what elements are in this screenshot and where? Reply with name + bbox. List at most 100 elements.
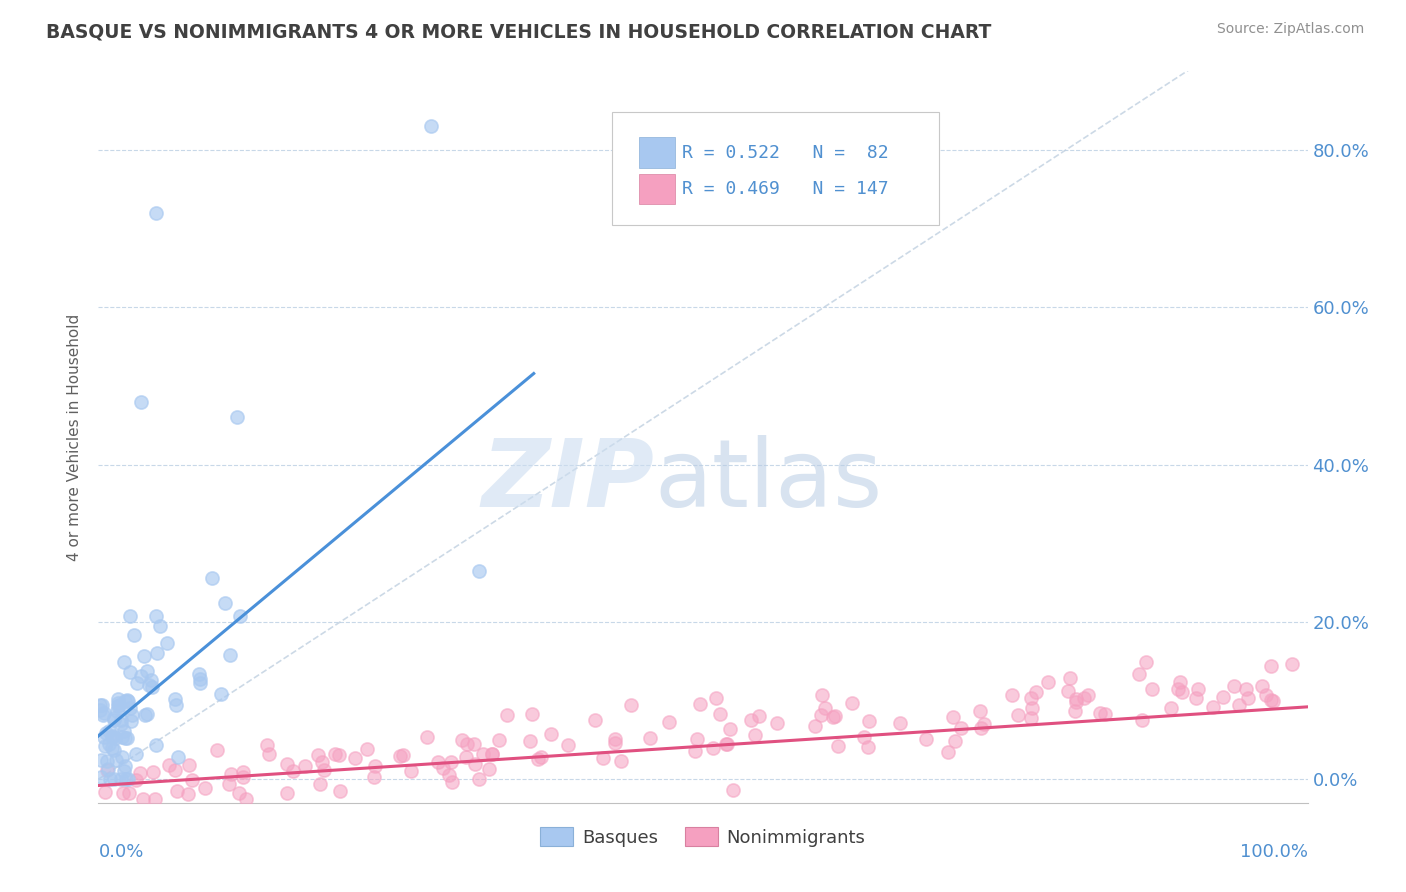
Text: atlas: atlas xyxy=(655,435,883,527)
Point xyxy=(118,665,141,679)
Point xyxy=(519,734,541,748)
Point xyxy=(858,714,880,728)
Point xyxy=(1019,711,1042,725)
Point xyxy=(103,772,125,787)
Point xyxy=(165,763,187,777)
Text: 0.0%: 0.0% xyxy=(98,843,143,861)
Point xyxy=(401,764,423,779)
Point xyxy=(803,719,825,733)
Point xyxy=(1076,688,1098,702)
Point xyxy=(177,758,200,772)
Point xyxy=(103,713,125,727)
Point xyxy=(467,772,489,787)
Point xyxy=(142,764,165,779)
Point xyxy=(121,707,143,722)
Point xyxy=(969,721,991,735)
FancyBboxPatch shape xyxy=(613,112,939,225)
Point xyxy=(214,596,236,610)
Point xyxy=(276,786,298,800)
Point xyxy=(1140,681,1163,696)
Point xyxy=(117,693,139,707)
Point xyxy=(118,786,141,800)
Point xyxy=(1128,667,1150,681)
Point xyxy=(94,726,117,740)
Point xyxy=(232,764,254,779)
Point xyxy=(1234,681,1257,696)
Point xyxy=(620,698,643,713)
Point xyxy=(89,703,111,717)
Point xyxy=(415,730,437,744)
Point xyxy=(658,714,681,729)
Point xyxy=(103,742,125,756)
Point xyxy=(125,772,148,787)
Point xyxy=(256,738,278,752)
Point xyxy=(1187,682,1209,697)
Point xyxy=(110,772,132,787)
Point xyxy=(91,708,114,723)
Point xyxy=(811,688,834,702)
Point xyxy=(1130,713,1153,727)
Point xyxy=(1212,690,1234,704)
Point xyxy=(1263,694,1285,708)
Text: ZIP: ZIP xyxy=(482,435,655,527)
Point xyxy=(1090,706,1112,720)
Point xyxy=(111,730,134,744)
Point xyxy=(167,749,190,764)
Point xyxy=(720,723,742,737)
Point xyxy=(97,762,120,776)
Point xyxy=(325,747,347,761)
Point xyxy=(110,717,132,731)
Point xyxy=(689,697,711,711)
Point xyxy=(145,608,167,623)
FancyBboxPatch shape xyxy=(638,174,675,204)
Point xyxy=(132,792,155,806)
Point xyxy=(257,747,280,761)
Point xyxy=(1227,698,1250,712)
Point xyxy=(96,754,118,768)
Point xyxy=(471,747,494,762)
Y-axis label: 4 or more Vehicles in Household: 4 or more Vehicles in Household xyxy=(67,313,83,561)
Point xyxy=(481,747,503,761)
Point xyxy=(180,772,202,787)
Point xyxy=(90,698,112,713)
Point xyxy=(112,723,135,738)
Point xyxy=(495,707,517,722)
Point xyxy=(1254,688,1277,702)
Point xyxy=(1260,693,1282,707)
Point xyxy=(221,767,243,781)
Point xyxy=(118,608,141,623)
Point xyxy=(856,740,879,755)
Point xyxy=(114,694,136,708)
Point xyxy=(744,728,766,742)
Point xyxy=(145,738,167,752)
Point xyxy=(1160,701,1182,715)
Point xyxy=(603,736,626,750)
Point xyxy=(748,709,770,723)
Point xyxy=(309,777,332,791)
Point xyxy=(1170,674,1192,689)
Point xyxy=(392,748,415,763)
Point xyxy=(124,628,146,642)
Point xyxy=(132,648,155,663)
Point xyxy=(194,780,217,795)
Point xyxy=(841,696,863,710)
Point xyxy=(1223,679,1246,693)
Point xyxy=(821,710,844,724)
Point xyxy=(111,749,134,764)
Point xyxy=(592,750,614,764)
Point xyxy=(1281,657,1303,671)
Point xyxy=(105,754,128,768)
Point xyxy=(488,732,510,747)
Point xyxy=(1064,696,1087,710)
Point xyxy=(704,690,727,705)
Point xyxy=(110,713,132,727)
Point xyxy=(100,730,122,744)
Point xyxy=(853,730,876,744)
Point xyxy=(129,394,152,409)
Point xyxy=(1167,681,1189,696)
Point xyxy=(583,713,606,727)
Point xyxy=(938,745,960,759)
Point xyxy=(165,698,187,712)
Point xyxy=(112,786,135,800)
Point xyxy=(188,676,211,690)
